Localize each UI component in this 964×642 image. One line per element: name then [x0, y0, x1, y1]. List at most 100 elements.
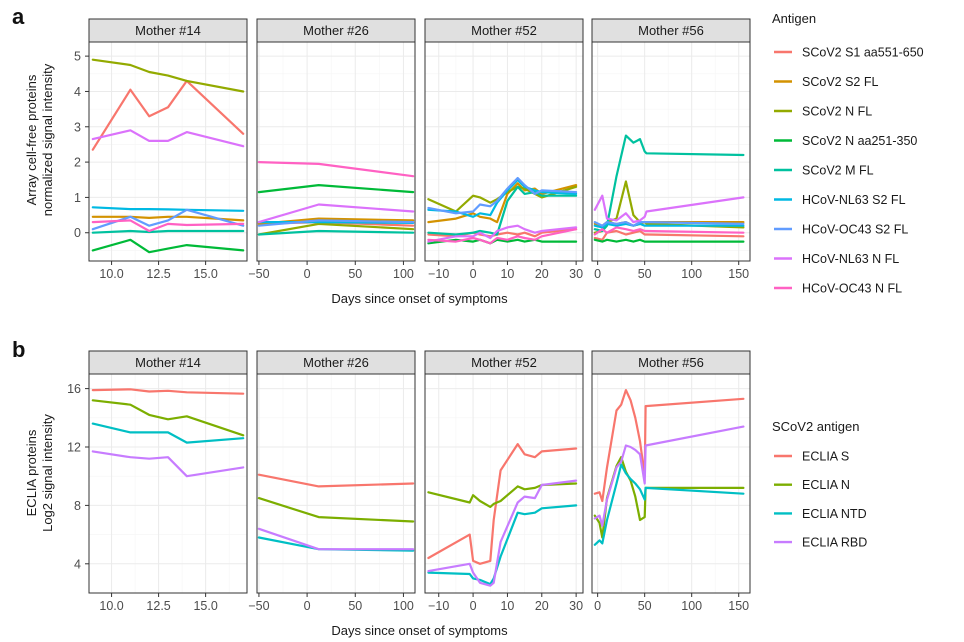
- series-line: [257, 527, 415, 551]
- y-tick-label: 8: [74, 499, 81, 513]
- series-line: [257, 184, 415, 194]
- y-axis-title-line: ECLIA proteins: [24, 429, 39, 516]
- x-tick-label: −50: [248, 267, 269, 281]
- y-tick-label: 1: [74, 191, 81, 205]
- panel-letter: a: [12, 4, 25, 29]
- x-tick-label: 0: [594, 267, 601, 281]
- facet-panel: Mother #52 −10 0 10 20 30: [424, 350, 584, 613]
- series-line: [91, 229, 245, 234]
- plot-area: [592, 374, 750, 593]
- y-axis-title-line: normalized signal intensity: [40, 63, 55, 216]
- legend-item: HCoV-OC43 N FL: [774, 282, 902, 296]
- facet-title: Mother #14: [135, 355, 201, 370]
- plot-area: [89, 374, 247, 593]
- x-tick-label: 0: [304, 267, 311, 281]
- y-tick-label: 5: [74, 50, 81, 64]
- facet-panel: Mother #52 −10 0 10 20 30: [424, 18, 584, 281]
- legend-label: SCoV2 N aa251-350: [802, 134, 917, 148]
- series-line: [91, 238, 245, 254]
- series-line: [257, 497, 415, 523]
- chart-b: b Mother #14 10.0 12.5 15.0 4 8 12 16 Mother #26 −…: [12, 337, 867, 638]
- legend-label: SCoV2 N FL: [802, 105, 872, 119]
- series-group: [91, 388, 245, 478]
- series-group: [427, 176, 578, 245]
- panel-letter: b: [12, 337, 25, 362]
- series-line: [91, 399, 245, 437]
- series-line: [427, 443, 578, 565]
- series-line: [427, 482, 578, 508]
- series-line: [91, 58, 245, 93]
- panel-border: [88, 41, 248, 262]
- facet-title: Mother #26: [303, 355, 369, 370]
- facet-title: Mother #52: [471, 23, 537, 38]
- x-tick-label: 0: [470, 599, 477, 613]
- legend-label: ECLIA S: [802, 450, 849, 464]
- x-tick-label: 0: [304, 599, 311, 613]
- series-line: [593, 229, 745, 241]
- legend-title: SCoV2 antigen: [772, 419, 859, 434]
- chart-a: a Mother #14 10.0 12.5 15.0 0 1 2 3 4 5 Mother #26 −…: [12, 4, 924, 306]
- x-tick-label: 0: [594, 599, 601, 613]
- x-tick-label: 0: [470, 267, 477, 281]
- legend-item: SCoV2 S2 FL: [774, 75, 878, 89]
- x-tick-label: 50: [348, 267, 362, 281]
- panel-border: [424, 373, 584, 594]
- series-line: [91, 206, 245, 212]
- x-tick-label: 50: [638, 599, 652, 613]
- legend-label: HCoV-NL63 S2 FL: [802, 193, 906, 207]
- series-line: [257, 222, 415, 236]
- facet-panel: Mother #56 0 50 100 150: [591, 18, 751, 281]
- panel-border: [256, 41, 416, 262]
- facet-title: Mother #14: [135, 23, 201, 38]
- x-tick-label: 150: [728, 599, 749, 613]
- legend-item: SCoV2 S1 aa551-650: [774, 46, 924, 60]
- legend-item: ECLIA RBD: [774, 536, 867, 550]
- series-line: [593, 134, 745, 233]
- series-line: [91, 450, 245, 478]
- y-tick-label: 16: [67, 382, 81, 396]
- series-line: [593, 463, 745, 546]
- legend: Antigen SCoV2 S1 aa551-650 SCoV2 S2 FL SCoV…: [772, 11, 924, 296]
- y-axis-title-line: Array cell-free proteins: [24, 74, 39, 205]
- series-line: [91, 388, 245, 395]
- x-tick-label: 12.5: [146, 267, 170, 281]
- legend-item: HCoV-NL63 S2 FL: [774, 193, 906, 207]
- series-line: [91, 79, 245, 151]
- panel-border: [88, 373, 248, 594]
- x-tick-label: 15.0: [193, 599, 217, 613]
- legend-label: SCoV2 M FL: [802, 164, 874, 178]
- series-line: [91, 219, 245, 233]
- series-line: [257, 473, 415, 488]
- x-tick-label: 30: [569, 599, 583, 613]
- legend-label: ECLIA RBD: [802, 536, 867, 550]
- series-line: [593, 221, 745, 227]
- facet-panel: Mother #56 0 50 100 150: [591, 350, 751, 613]
- x-tick-label: −50: [248, 599, 269, 613]
- y-tick-label: 0: [74, 226, 81, 240]
- series-line: [427, 228, 578, 245]
- legend-label: HCoV-NL63 N FL: [802, 252, 899, 266]
- facet-title: Mother #56: [638, 355, 704, 370]
- series-line: [257, 219, 415, 227]
- x-tick-label: 100: [393, 267, 414, 281]
- legend-item: HCoV-NL63 N FL: [774, 252, 899, 266]
- legend-label: HCoV-OC43 N FL: [802, 282, 902, 296]
- series-group: [593, 134, 745, 243]
- legend-item: HCoV-OC43 S2 FL: [774, 223, 908, 237]
- series-line: [427, 182, 578, 224]
- y-tick-label: 4: [74, 557, 81, 571]
- series-line: [427, 479, 578, 587]
- legend-item: ECLIA S: [774, 450, 849, 464]
- series-line: [427, 176, 578, 215]
- panel-border: [591, 373, 751, 594]
- facet-title: Mother #26: [303, 23, 369, 38]
- panel-border: [424, 41, 584, 262]
- facet-title: Mother #56: [638, 23, 704, 38]
- x-tick-label: 100: [681, 599, 702, 613]
- series-line: [427, 224, 578, 243]
- x-tick-label: 20: [535, 599, 549, 613]
- y-tick-label: 2: [74, 156, 81, 170]
- x-axis-title: Days since onset of symptoms: [331, 623, 508, 638]
- x-tick-label: 15.0: [193, 267, 217, 281]
